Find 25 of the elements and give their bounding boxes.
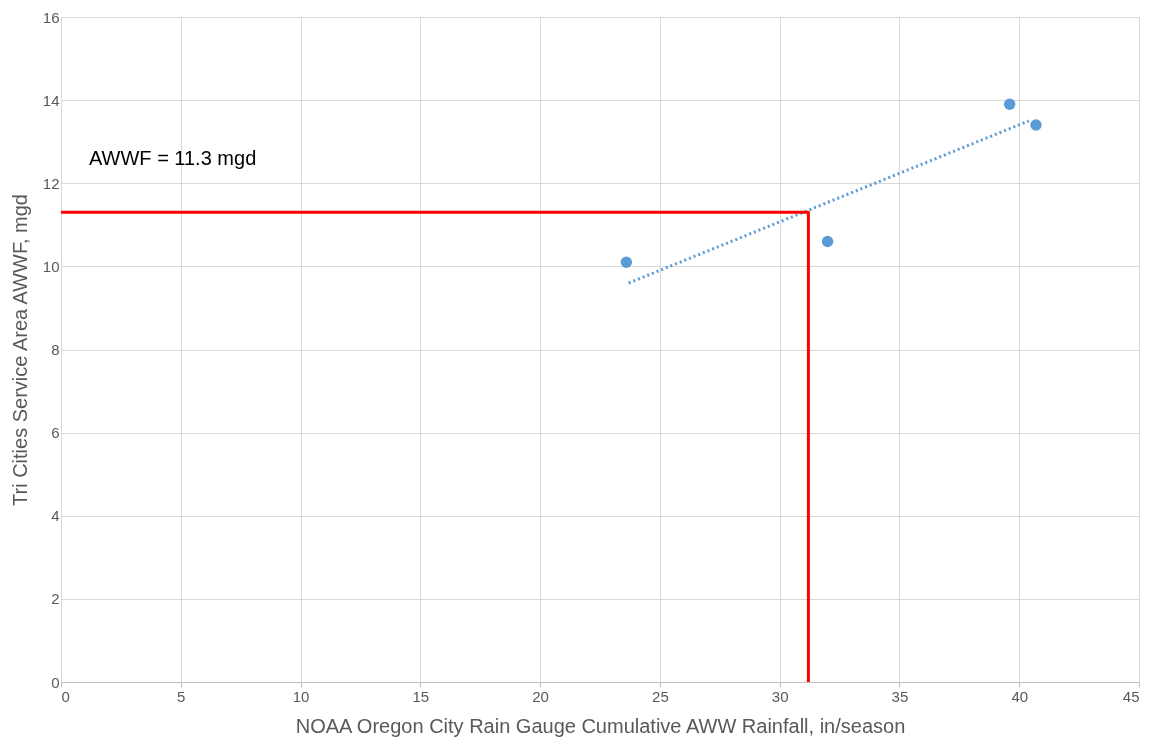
x-tick-label: 35 — [891, 687, 909, 705]
x-tick-label: 45 — [1122, 687, 1140, 705]
y-tick-label: 16 — [42, 8, 60, 26]
x-tick-label: 40 — [1011, 687, 1029, 705]
y-tick-label: 12 — [42, 174, 60, 192]
x-tick-label: 20 — [532, 687, 549, 705]
y-tick-label: 4 — [51, 507, 60, 525]
y-axis-title: Tri Cities Service Area AWWF, mgd — [8, 194, 31, 506]
y-tick-label: 6 — [51, 424, 60, 442]
x-tick-label: 5 — [177, 687, 186, 705]
x-tick-label: 30 — [771, 687, 789, 705]
y-tick-label: 14 — [42, 91, 60, 109]
y-tick-label: 0 — [51, 673, 60, 691]
point — [821, 235, 834, 248]
point — [1003, 98, 1016, 110]
x-tick-label: 25 — [652, 687, 669, 705]
annotation: AWWF = 11.3 mgd — [89, 147, 257, 169]
x-tick-label: 15 — [412, 687, 430, 705]
point — [620, 256, 633, 268]
y-tick-label: 8 — [51, 341, 60, 358]
x-axis-title: NOAA Oregon City Rain Gauge Cumulative AWW Rainfall, in/season — [295, 714, 906, 737]
y-tick-label: 2 — [51, 590, 60, 608]
x-tick-label: 10 — [292, 687, 310, 705]
point — [1030, 119, 1042, 131]
y-tick-label: 10 — [42, 257, 60, 275]
